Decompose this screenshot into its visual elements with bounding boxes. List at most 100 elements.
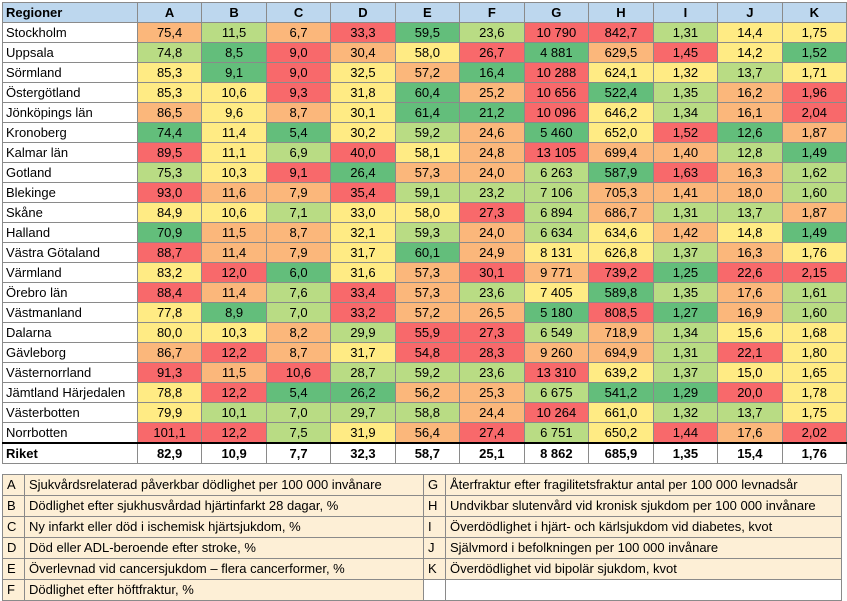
value-cell: 59,2 (394, 362, 461, 383)
value-cell: 74,4 (136, 122, 203, 143)
table-row: Gävleborg 86,7 12,2 8,7 31,7 54,8 28,3 9 260 694… (2, 342, 847, 363)
value-cell: 6 675 (523, 382, 590, 403)
value-cell: 10,1 (201, 402, 267, 423)
legend-key: I (423, 516, 446, 538)
value-cell: 12,6 (717, 122, 783, 143)
legend-table: A Sjukvårdsrelaterad påverkbar dödlighet … (2, 474, 842, 601)
value-cell: 9,6 (201, 102, 267, 123)
value-cell: 10,6 (265, 362, 332, 383)
column-header-e: E (394, 2, 461, 23)
value-cell: 1,29 (652, 382, 719, 403)
value-cell: 1,37 (652, 362, 719, 383)
value-cell: 13 310 (523, 362, 590, 383)
value-cell: 31,9 (330, 422, 396, 444)
value-cell: 11,4 (201, 122, 267, 143)
value-cell: 26,2 (330, 382, 396, 403)
region-name: Sörmland (2, 62, 138, 83)
value-cell: 20,0 (717, 382, 783, 403)
legend-row: D Död eller ADL-beroende efter stroke, % J… (2, 537, 842, 559)
value-cell: 25,2 (459, 82, 525, 103)
region-name: Värmland (2, 262, 138, 283)
total-label: Riket (2, 442, 138, 464)
value-cell: 12,2 (201, 342, 267, 363)
table-row: Skåne 84,9 10,6 7,1 33,0 58,0 27,3 6 894 686,7 1,… (2, 202, 847, 223)
value-cell: 10,3 (201, 162, 267, 183)
table-row: Östergötland 85,3 10,6 9,3 31,8 60,4 25,2 10 65… (2, 82, 847, 103)
value-cell: 6 263 (523, 162, 590, 183)
value-cell: 808,5 (588, 302, 654, 323)
value-cell: 14,2 (717, 42, 783, 63)
value-cell: 7,0 (265, 402, 332, 423)
value-cell: 5 180 (523, 302, 590, 323)
value-cell: 646,2 (588, 102, 654, 123)
column-header-a: A (136, 2, 203, 23)
value-cell: 28,7 (330, 362, 396, 383)
value-cell: 8 131 (523, 242, 590, 263)
column-header-f: F (459, 2, 525, 23)
region-name: Örebro län (2, 282, 138, 303)
value-cell: 634,6 (588, 222, 654, 243)
table-row: Stockholm 75,4 11,5 6,7 33,3 59,5 23,6 10 790 84… (2, 22, 847, 43)
total-value-cell: 15,4 (717, 442, 783, 464)
value-cell: 57,3 (394, 262, 461, 283)
value-cell: 26,7 (459, 42, 525, 63)
value-cell: 24,9 (459, 242, 525, 263)
value-cell: 32,5 (330, 62, 396, 83)
legend-key: C (2, 516, 25, 538)
total-value-cell: 8 862 (523, 442, 590, 464)
value-cell: 9,3 (265, 82, 332, 103)
value-cell: 5 460 (523, 122, 590, 143)
value-cell: 13 105 (523, 142, 590, 163)
value-cell: 31,8 (330, 82, 396, 103)
column-header-k: K (781, 2, 847, 23)
region-name: Skåne (2, 202, 138, 223)
value-cell: 1,76 (781, 242, 847, 263)
value-cell: 8,7 (265, 222, 332, 243)
column-header-i: I (652, 2, 719, 23)
column-header-h: H (588, 2, 654, 23)
legend-text: Dödlighet efter höftfraktur, % (24, 579, 424, 601)
value-cell: 57,3 (394, 162, 461, 183)
legend-key: H (423, 495, 446, 517)
value-cell: 24,4 (459, 402, 525, 423)
value-cell: 739,2 (588, 262, 654, 283)
table-row: Halland 70,9 11,5 8,7 32,1 59,3 24,0 6 634 634,6… (2, 222, 847, 243)
value-cell: 32,1 (330, 222, 396, 243)
value-cell: 22,6 (717, 262, 783, 283)
legend-empty-cell (423, 579, 446, 601)
legend-row: F Dödlighet efter höftfraktur, % (2, 579, 842, 601)
total-value-cell: 1,35 (652, 442, 719, 464)
value-cell: 24,0 (459, 162, 525, 183)
legend-key: E (2, 558, 25, 580)
column-header-g: G (523, 2, 590, 23)
value-cell: 26,4 (330, 162, 396, 183)
value-cell: 699,4 (588, 142, 654, 163)
value-cell: 661,0 (588, 402, 654, 423)
value-cell: 1,31 (652, 202, 719, 223)
value-cell: 10 288 (523, 62, 590, 83)
total-value-cell: 685,9 (588, 442, 654, 464)
value-cell: 16,4 (459, 62, 525, 83)
regions-header: Regioner (2, 2, 138, 23)
value-cell: 11,5 (201, 22, 267, 43)
value-cell: 7 106 (523, 182, 590, 203)
value-cell: 57,3 (394, 282, 461, 303)
value-cell: 10 096 (523, 102, 590, 123)
value-cell: 1,87 (781, 122, 847, 143)
value-cell: 6,0 (265, 262, 332, 283)
value-cell: 30,2 (330, 122, 396, 143)
region-name: Östergötland (2, 82, 138, 103)
legend-text: Sjukvårdsrelaterad påverkbar dödlighet p… (24, 474, 424, 496)
region-name: Stockholm (2, 22, 138, 43)
value-cell: 8,7 (265, 342, 332, 363)
value-cell: 10,6 (201, 82, 267, 103)
legend-key: K (423, 558, 446, 580)
value-cell: 40,0 (330, 142, 396, 163)
value-cell: 1,87 (781, 202, 847, 223)
table-row: Västra Götaland 88,7 11,4 7,9 31,7 60,1 24,9 8 … (2, 242, 847, 263)
value-cell: 1,75 (781, 402, 847, 423)
value-cell: 639,2 (588, 362, 654, 383)
value-cell: 60,1 (394, 242, 461, 263)
value-cell: 1,60 (781, 182, 847, 203)
value-cell: 1,49 (781, 142, 847, 163)
